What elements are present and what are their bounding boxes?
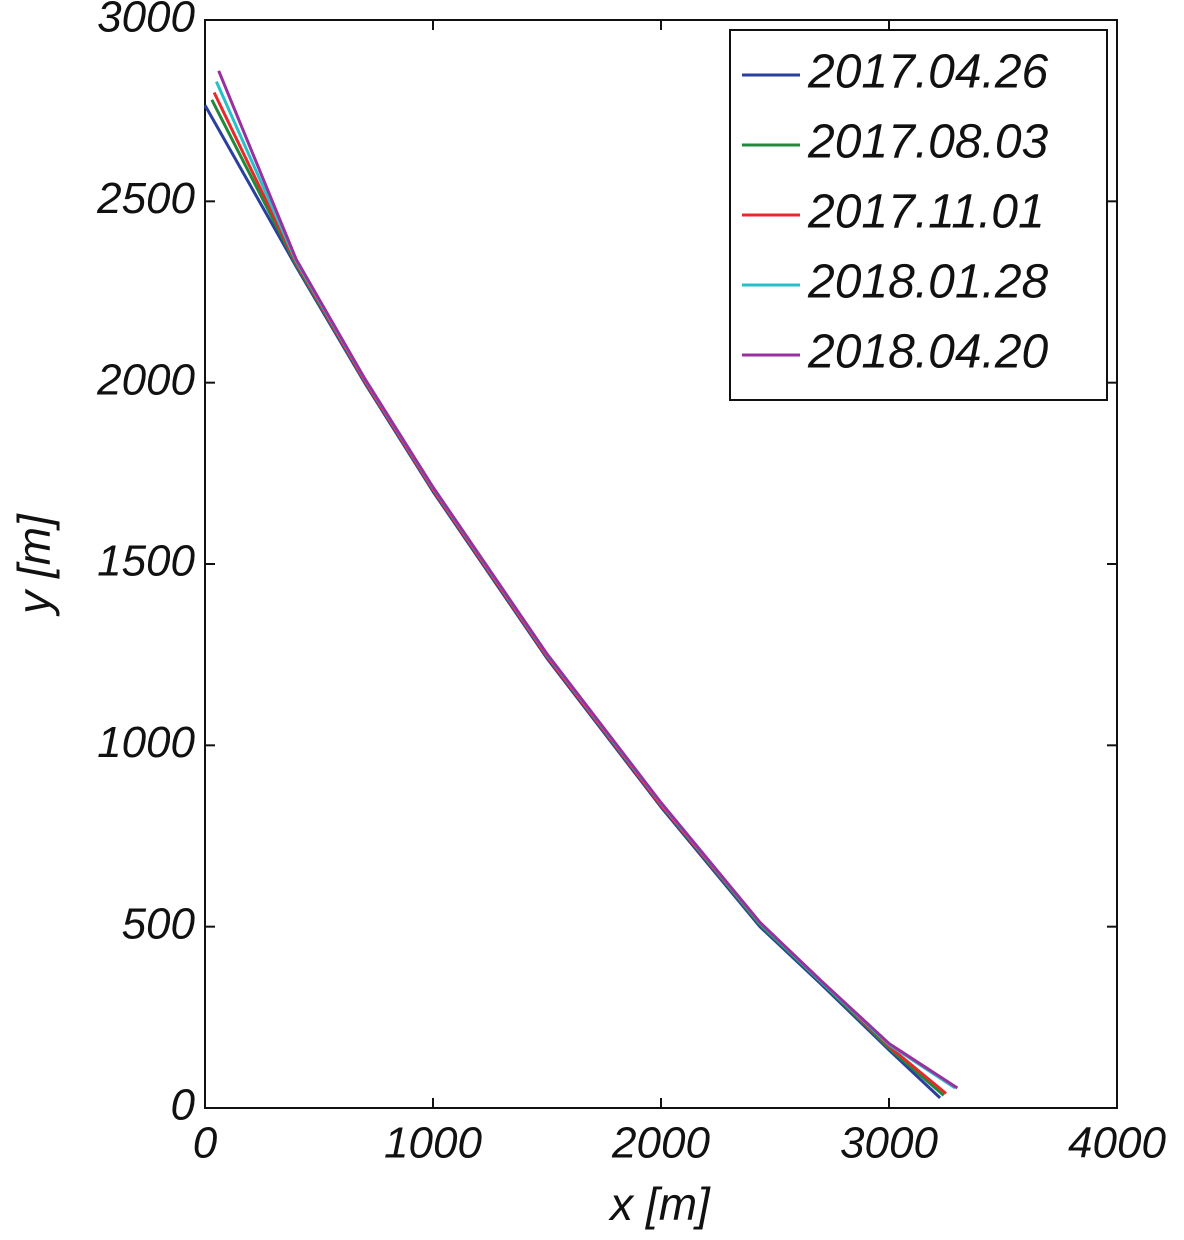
x-tick-label: 3000 bbox=[840, 1119, 938, 1168]
y-tick-label: 1000 bbox=[97, 718, 195, 767]
legend-label: 2017.04.26 bbox=[807, 46, 1049, 99]
legend-label: 2018.01.28 bbox=[807, 256, 1049, 309]
legend-label: 2017.08.03 bbox=[807, 116, 1049, 169]
y-tick-label: 2500 bbox=[96, 174, 195, 223]
y-tick-label: 1500 bbox=[97, 537, 195, 586]
y-tick-label: 3000 bbox=[97, 0, 195, 42]
x-tick-label: 0 bbox=[193, 1119, 218, 1168]
x-tick-label: 2000 bbox=[611, 1119, 710, 1168]
x-tick-label: 1000 bbox=[384, 1119, 482, 1168]
y-axis-label: y [m] bbox=[8, 513, 60, 617]
x-tick-label: 4000 bbox=[1068, 1119, 1166, 1168]
legend-label: 2017.11.01 bbox=[807, 186, 1045, 239]
legend-label: 2018.04.20 bbox=[807, 326, 1049, 379]
x-axis-label: x [m] bbox=[608, 1178, 711, 1230]
y-tick-label: 500 bbox=[122, 899, 196, 948]
y-tick-label: 2000 bbox=[96, 355, 195, 404]
y-tick-label: 0 bbox=[171, 1081, 196, 1130]
series-line bbox=[217, 70, 959, 1090]
